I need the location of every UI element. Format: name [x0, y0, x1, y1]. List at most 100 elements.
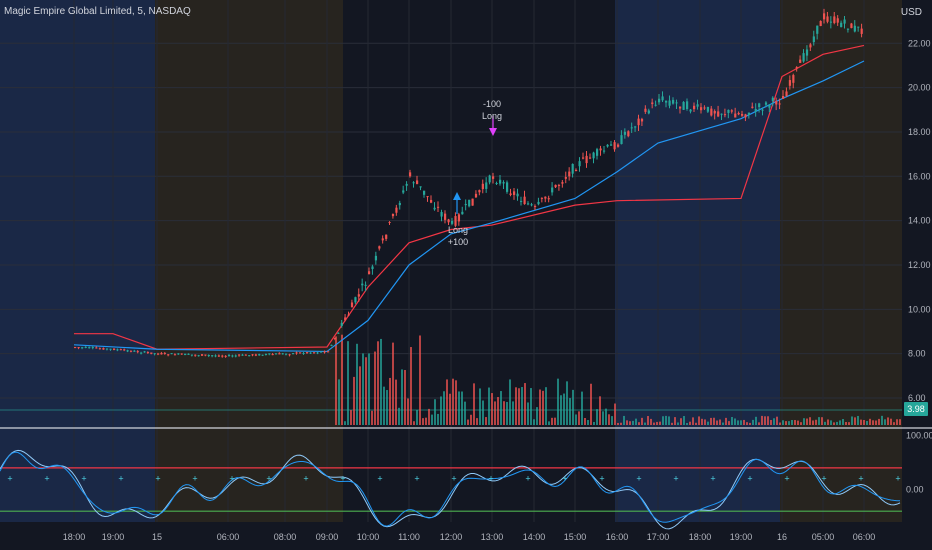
volume-bar — [848, 422, 850, 425]
candle-body — [350, 302, 354, 308]
candle-body — [364, 284, 367, 286]
volume-bar — [818, 417, 820, 425]
volume-bar — [527, 402, 529, 425]
volume-bar — [806, 418, 808, 425]
volume-bar — [341, 334, 343, 425]
candle-body — [843, 19, 846, 24]
osc-cross-marker: + — [451, 474, 456, 484]
volume-bar — [563, 393, 565, 425]
candle-body — [402, 190, 405, 193]
candle-body — [204, 354, 207, 356]
volume-bar — [464, 401, 466, 425]
candle-body — [754, 108, 757, 112]
candle-body — [221, 355, 224, 357]
osc-cross-marker: + — [81, 474, 86, 484]
candle-body — [823, 13, 826, 20]
candle-body — [857, 26, 860, 28]
candle-body — [764, 102, 768, 105]
candle-body — [679, 106, 682, 109]
volume-bar — [623, 415, 625, 425]
candle-body — [211, 355, 214, 357]
candle-body — [502, 182, 505, 184]
candle-body — [248, 355, 251, 357]
volume-bar — [626, 420, 628, 425]
candle-body — [190, 354, 194, 356]
candle-body — [388, 221, 391, 223]
volume-bar — [791, 420, 793, 425]
volume-bar — [611, 416, 613, 425]
candle-body — [741, 113, 744, 116]
volume-bar — [557, 378, 559, 425]
candle-body — [661, 96, 664, 101]
candle-body — [795, 67, 798, 69]
volume-bar — [503, 401, 505, 425]
candle-body — [693, 105, 696, 110]
volume-bar — [545, 387, 547, 425]
volume-bar — [344, 421, 346, 425]
volume-bar — [398, 407, 400, 425]
osc-cross-marker: + — [821, 474, 826, 484]
candle-body — [292, 353, 295, 355]
volume-bar — [509, 379, 511, 425]
candle-body — [840, 22, 843, 28]
candle-body — [173, 354, 177, 356]
candle-body — [309, 352, 312, 354]
candle-body — [471, 198, 474, 206]
candle-body — [634, 126, 637, 128]
volume-bar — [836, 421, 838, 425]
volume-bar — [842, 418, 844, 425]
volume-bar — [881, 415, 883, 425]
volume-bar — [746, 422, 748, 425]
candle-body — [81, 347, 84, 349]
volume-bar — [497, 397, 499, 425]
candle-body — [391, 213, 395, 217]
volume-bar — [449, 393, 451, 425]
volume-bar — [437, 413, 439, 425]
candle-body — [506, 182, 509, 192]
volume-bar — [599, 396, 601, 425]
candle-body — [74, 346, 77, 348]
volume-bar — [896, 419, 898, 425]
volume-bar — [827, 419, 829, 425]
candle-body — [860, 28, 863, 34]
volume-bar — [359, 366, 361, 425]
volume-bar — [494, 401, 496, 425]
osc-tick-label: 100.00 — [906, 430, 932, 440]
price-tick-label: 14.00 — [908, 216, 931, 226]
volume-bar — [689, 421, 691, 425]
volume-bar — [551, 417, 553, 425]
candle-body — [672, 99, 675, 104]
volume-bar — [821, 417, 823, 425]
time-tick-label: 11:00 — [398, 532, 420, 542]
time-tick-label: 12:00 — [440, 532, 463, 542]
osc-cross-marker: + — [155, 474, 160, 484]
candle-body — [374, 255, 378, 261]
price-candles — [74, 8, 863, 358]
candle-body — [630, 127, 633, 129]
osc-slow-line — [0, 451, 901, 527]
volume-bar — [776, 416, 778, 425]
signal-markers — [453, 116, 497, 214]
candle-body — [686, 101, 689, 109]
volume-bar — [584, 418, 586, 425]
candle-body — [850, 23, 853, 28]
candle-body — [668, 100, 671, 106]
volume-bar — [662, 416, 664, 425]
candle-body — [133, 350, 136, 352]
candle-body — [95, 347, 98, 349]
candle-body — [378, 246, 381, 249]
volume-bar — [788, 421, 790, 425]
volume-bar — [479, 388, 481, 425]
time-tick-label: 06:00 — [217, 532, 240, 542]
volume-bar — [761, 415, 763, 425]
candle-body — [644, 108, 647, 112]
osc-cross-marker: + — [710, 474, 715, 484]
candle-body — [788, 80, 792, 86]
volume-bar — [350, 410, 352, 425]
volume-bar — [785, 421, 787, 425]
signal-label-exit: -100 Long — [480, 98, 504, 122]
candle-body — [409, 172, 412, 177]
candle-body — [557, 185, 561, 187]
candle-body — [416, 180, 419, 184]
